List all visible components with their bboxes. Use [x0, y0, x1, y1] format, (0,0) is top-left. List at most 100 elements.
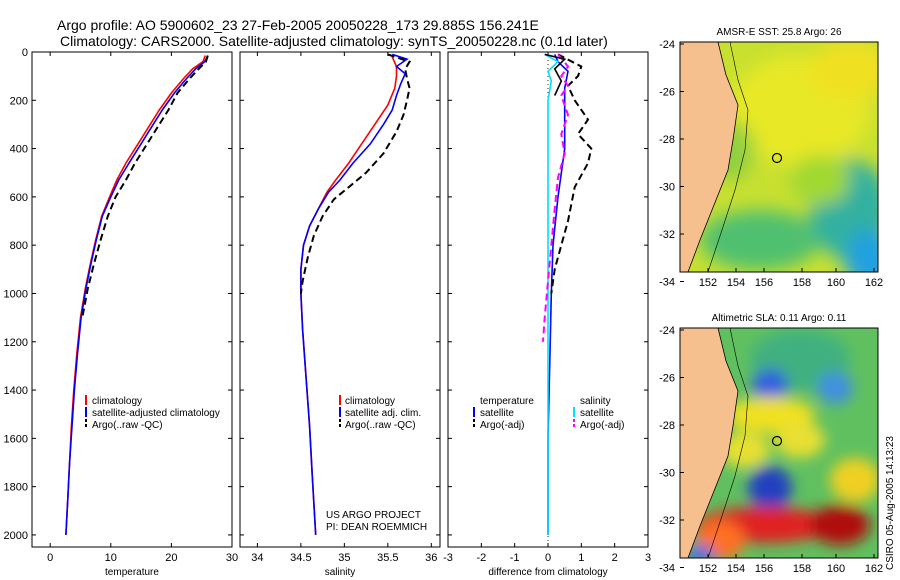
difference-legend: temperature satellite Argo(-adj) salinit…: [473, 396, 624, 431]
y-tick-label: 0: [22, 47, 28, 59]
lon-tick-label: 162: [865, 563, 883, 575]
lon-tick-label: 156: [755, 563, 773, 575]
x-axis-label: temperature: [105, 567, 159, 578]
x-tick-label: 10: [105, 552, 117, 564]
timestamp-stamp: CSIRO 05-Aug-2005 14:13:23: [885, 436, 896, 570]
x-tick-label: -1: [510, 552, 520, 564]
sst-argo-float-marker: [771, 152, 783, 164]
pi-annotation: PI: DEAN ROEMMICH: [326, 522, 427, 533]
y-tick-label: 400: [10, 144, 28, 156]
temperature-series-argo-raw-qc: [81, 55, 209, 318]
lat-tick-label: -26: [659, 87, 675, 99]
y-tick-label: 1000: [4, 288, 28, 300]
legend-label-satellite: satellite adj. clim.: [345, 408, 421, 419]
salinity-legend: climatology satellite adj. clim. Argo(..…: [326, 395, 427, 533]
axes-layer: 0 10 20 30020040060080010001200140016001800…: [4, 47, 652, 578]
temperature-series-satellite-adjusted-climatology: [65, 55, 209, 535]
lon-tick-label: 154: [727, 563, 745, 575]
lat-tick-label: -24: [659, 325, 675, 337]
lon-tick-label: 152: [699, 277, 717, 289]
difference-series-salinity-extra-black: [544, 53, 567, 96]
sla-coastline: [687, 328, 739, 558]
sst-coastline: [687, 42, 739, 272]
y-tick-label: 1600: [4, 433, 28, 445]
legend-label-sal-argo: Argo(-adj): [580, 420, 624, 431]
y-tick-label: 600: [10, 192, 28, 204]
y-tick-label: 1400: [4, 385, 28, 397]
legend-label-temp-satellite: satellite: [480, 408, 514, 419]
title-line-2: Climatology: CARS2000. Satellite-adjuste…: [60, 33, 608, 49]
difference-series-temperature-satellite: [547, 54, 569, 535]
sla-land: [680, 328, 738, 558]
lon-tick-label: 156: [755, 277, 773, 289]
y-tick-label: 1800: [4, 482, 28, 494]
lat-tick-label: -32: [659, 229, 675, 241]
legend-label-climatology: climatology: [345, 396, 395, 407]
salinity-plot-frame: [239, 51, 441, 548]
sla-map-axes: 152 154 156 158 160 162 -24 -26 -28 -30 -32 -34: [659, 325, 883, 575]
x-tick-label: 1: [578, 552, 584, 564]
sla-map: [680, 328, 878, 558]
lat-tick-label: -26: [659, 373, 675, 385]
lat-tick-label: -32: [659, 515, 675, 527]
temperature-plot-frame: [31, 51, 233, 548]
x-axis-label: salinity: [325, 567, 356, 578]
x-tick-label: 2: [612, 552, 618, 564]
sla-map-frame: [679, 327, 879, 559]
sst-map-frame: [679, 41, 879, 273]
lon-tick-label: 158: [793, 563, 811, 575]
x-tick-label: -2: [476, 552, 486, 564]
lon-tick-label: 154: [727, 277, 745, 289]
lon-tick-label: 162: [865, 277, 883, 289]
x-tick-label: 34.5: [290, 552, 311, 564]
x-axis-label: difference from climatology: [488, 567, 607, 578]
salinity-series-argo-raw-qc: [299, 53, 412, 294]
sst-map: [680, 42, 878, 272]
sst-isobath: [707, 42, 749, 272]
legend-label-temp-argo: Argo(-adj): [480, 420, 524, 431]
y-tick-label: 200: [10, 95, 28, 107]
sst-map-title: AMSR-E SST: 25.8 Argo: 26: [716, 27, 841, 38]
title-line-1: Argo profile: AO 5900602_23 27-Feb-2005 …: [57, 17, 539, 33]
difference-series-salinity-satellite: [544, 53, 560, 535]
lat-tick-label: -28: [659, 134, 675, 146]
sla-map-title: Altimetric SLA: 0.11 Argo: 0.11: [712, 313, 847, 324]
lon-tick-label: 160: [827, 563, 845, 575]
x-tick-label: 34: [251, 552, 263, 564]
lon-tick-label: 152: [699, 563, 717, 575]
legend-heading-salinity: salinity: [580, 396, 611, 407]
y-tick-label: 1200: [4, 337, 28, 349]
x-tick-label: 36: [425, 552, 437, 564]
x-tick-label: 0: [545, 552, 551, 564]
legend-heading-temperature: temperature: [480, 396, 534, 407]
salinity-series-satellite-adj-clim: [300, 53, 409, 535]
lat-tick-label: -28: [659, 420, 675, 432]
legend-label-argo: Argo(..raw -QC): [345, 420, 416, 431]
x-tick-label: 3: [645, 552, 651, 564]
legend-label-sal-satellite: satellite: [580, 408, 614, 419]
x-tick-label: 20: [165, 552, 177, 564]
x-tick-label: 35.5: [377, 552, 398, 564]
lat-tick-label: -34: [659, 563, 675, 575]
lon-tick-label: 160: [827, 277, 845, 289]
legend-label-argo: Argo(..raw -QC): [92, 420, 163, 431]
project-annotation: US ARGO PROJECT: [326, 510, 421, 521]
y-tick-label: 2000: [4, 530, 28, 542]
y-tick-label: 800: [10, 240, 28, 252]
series-layer: [65, 53, 593, 535]
x-tick-label: -3: [443, 552, 453, 564]
sla-isobath: [707, 328, 749, 558]
x-tick-label: 35: [338, 552, 350, 564]
legend-label-satellite: satellite-adjusted climatology: [92, 408, 220, 419]
sla-argo-float-marker: [771, 435, 783, 447]
sst-land: [680, 42, 738, 272]
lat-tick-label: -24: [659, 39, 675, 51]
legend-label-climatology: climatology: [92, 396, 142, 407]
difference-series-salinity-argo-adj: [542, 53, 570, 342]
x-tick-label: 30: [226, 552, 238, 564]
lat-tick-label: -30: [659, 468, 675, 480]
lon-tick-label: 158: [793, 277, 811, 289]
lat-tick-label: -30: [659, 182, 675, 194]
x-tick-label: 0: [47, 552, 53, 564]
